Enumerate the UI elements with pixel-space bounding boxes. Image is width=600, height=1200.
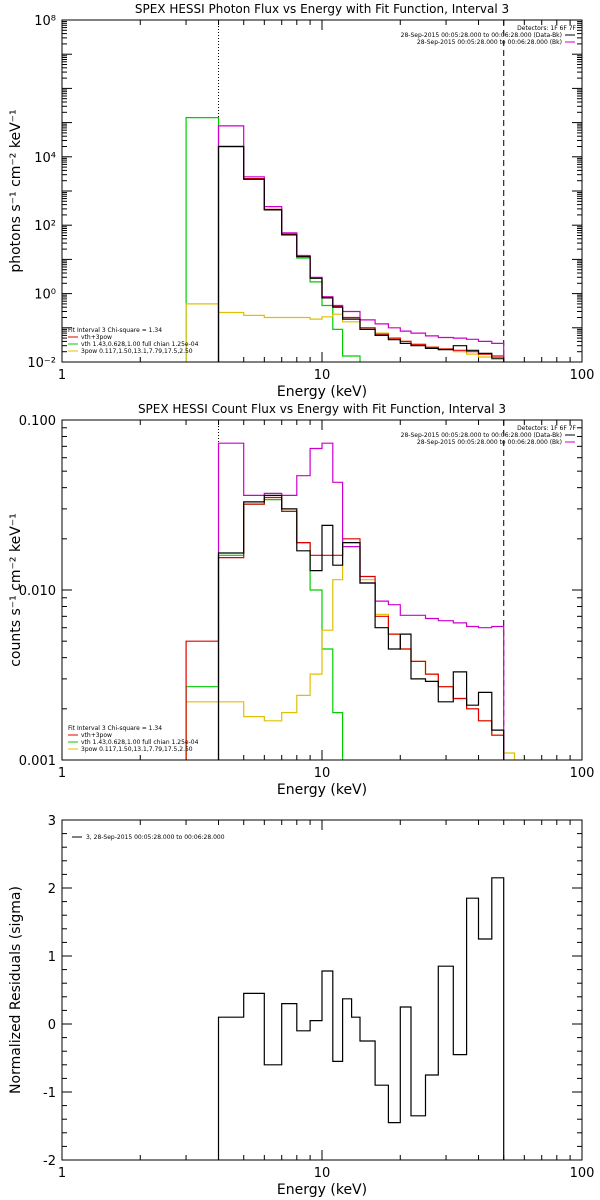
series-line-data-bk (217, 145, 505, 362)
chart-panel-1: SPEX HESSI Count Flux vs Energy with Fit… (8, 402, 594, 798)
y-tick-label: 10⁻² (27, 356, 56, 371)
legend-entry: vth 1.43,0.628,1.00 full chian 1.25e-04 (81, 341, 199, 348)
y-axis-label: Normalized Residuals (sigma) (8, 886, 24, 1094)
series-layer (185, 117, 505, 362)
chart-panel-2: Energy (keV) Normalized Residuals (sigma)… (8, 814, 594, 1198)
legend-header: Fit Interval 3 Chi-square = 1.34 (68, 725, 162, 732)
series-line-3pow (185, 542, 516, 760)
plot-frame (61, 819, 583, 1161)
x-tick-label: 100 (570, 1166, 595, 1181)
y-tick-label: 10⁰ (34, 288, 56, 303)
x-tick-label: 100 (570, 766, 595, 781)
series-line-data-bk (217, 494, 505, 760)
legend-entry: 3, 28-Sep-2015 00:05:28.000 to 00:06:28.… (86, 834, 225, 841)
legend-bottom: Fit Interval 3 Chi-square = 1.34vth+3pow… (68, 725, 199, 753)
series-line-residuals (217, 877, 505, 1160)
chart-panel-0: SPEX HESSI Photon Flux vs Energy with Fi… (8, 2, 594, 400)
series-layer (217, 877, 505, 1160)
legend-entry: 3pow 0.117,1.50,13.1,7.79,17.5,2.50 (81, 746, 193, 753)
y-tick-label: 10⁴ (34, 151, 56, 166)
legend-entry: 28-Sep-2015 00:05:28.000 to 00:06:28.000… (401, 432, 562, 439)
y-tick-label: 10² (34, 219, 56, 234)
series-line-vth-3pow (185, 496, 505, 760)
chart-title: SPEX HESSI Photon Flux vs Energy with Fi… (135, 2, 509, 16)
series-layer (185, 442, 516, 760)
y-tick-label: 2 (48, 882, 56, 897)
series-line-3pow (185, 303, 505, 362)
legend-header: Detectors: 1F 6F 7F (517, 25, 576, 32)
legend-entry: 28-Sep-2015 00:05:28.000 to 00:06:28.000… (417, 439, 562, 446)
series-line-bk (217, 442, 505, 760)
legend-header: Detectors: 1F 6F 7F (517, 425, 576, 432)
legend-header: Fit Interval 3 Chi-square = 1.34 (68, 327, 162, 334)
plot-frame (61, 19, 583, 363)
x-tick-label: 1 (58, 1166, 66, 1181)
legend-entry: vth+3pow (81, 334, 112, 341)
plot-frame (61, 419, 583, 761)
y-tick-label: -1 (43, 1086, 56, 1101)
series-line-vth (185, 499, 344, 760)
y-axis-label: counts s⁻¹ cm⁻² keV⁻¹ (8, 513, 24, 667)
legend-entry: 3pow 0.117,1.50,13.1,7.79,17.5,2.50 (81, 348, 193, 355)
x-tick-label: 1 (58, 766, 66, 781)
legend-entry: 28-Sep-2015 00:05:28.000 to 00:06:28.000… (417, 39, 562, 46)
x-tick-label: 100 (570, 368, 595, 383)
legend-bottom: Fit Interval 3 Chi-square = 1.34vth+3pow… (68, 327, 199, 355)
x-tick-label: 10 (314, 766, 331, 781)
y-tick-label: 1 (48, 950, 56, 965)
legend-top: 3, 28-Sep-2015 00:05:28.000 to 00:06:28.… (72, 834, 225, 841)
y-tick-label: 0.001 (19, 754, 56, 769)
legend-entry: vth 1.43,0.628,1.00 full chian 1.25e-04 (81, 739, 199, 746)
series-line-vth (185, 117, 361, 362)
chart-title: SPEX HESSI Count Flux vs Energy with Fit… (138, 402, 506, 416)
y-tick-label: 10⁸ (34, 14, 56, 29)
y-axis-label: photons s⁻¹ cm⁻² keV⁻¹ (8, 109, 24, 272)
x-axis-label: Energy (keV) (277, 384, 367, 400)
x-tick-label: 10 (314, 368, 331, 383)
x-tick-label: 1 (58, 368, 66, 383)
y-tick-label: 3 (48, 814, 56, 829)
x-axis-label: Energy (keV) (277, 1182, 367, 1198)
y-tick-label: 0 (48, 1018, 56, 1033)
x-tick-label: 10 (314, 1166, 331, 1181)
y-tick-label: -2 (43, 1154, 56, 1169)
x-axis-label: Energy (keV) (277, 782, 367, 798)
y-tick-label: 0.010 (19, 584, 56, 599)
y-tick-label: 0.100 (19, 414, 56, 429)
legend-entry: 28-Sep-2015 00:05:28.000 to 00:06:28.000… (401, 32, 562, 39)
legend-entry: vth+3pow (81, 732, 112, 739)
